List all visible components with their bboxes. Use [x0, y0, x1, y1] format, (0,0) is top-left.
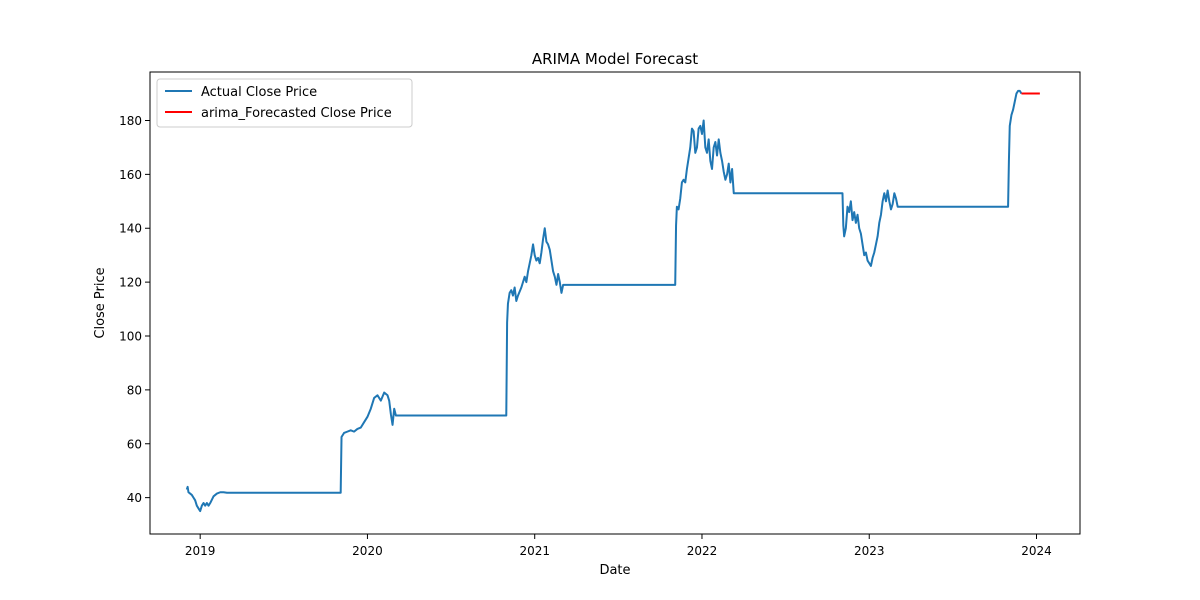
y-tick-label: 140 [119, 222, 142, 236]
plot-area-frame [149, 71, 1081, 535]
y-tick-label: 100 [119, 330, 142, 344]
x-tick-label: 2023 [854, 544, 885, 558]
y-tick-label: 80 [127, 383, 142, 397]
legend-frame [156, 78, 413, 128]
legend-label-forecast: arima_Forecasted Close Price [201, 106, 392, 121]
x-tick-label: 2020 [352, 544, 383, 558]
x-tick-label: 2024 [1021, 544, 1052, 558]
x-axis-title: Date [599, 563, 630, 578]
x-tick-label: 2021 [519, 544, 550, 558]
y-tick-label: 180 [119, 114, 142, 128]
x-tick-label: 2022 [687, 544, 718, 558]
y-tick-label: 60 [127, 437, 142, 451]
x-axis: 2019 2020 2021 2022 2023 2024 [185, 534, 1052, 558]
y-tick-label: 160 [119, 168, 142, 182]
chart-title: ARIMA Model Forecast [532, 50, 698, 68]
series-layer [185, 89, 1040, 513]
legend: Actual Close Price arima_Forecasted Clos… [156, 78, 413, 128]
y-tick-label: 120 [119, 276, 142, 290]
x-tick-label: 2019 [185, 544, 216, 558]
y-axis: 40 60 80 100 120 140 160 180 [119, 114, 150, 505]
actual-close-price-line [185, 89, 1023, 513]
y-tick-label: 40 [127, 491, 142, 505]
y-axis-title: Close Price [93, 267, 108, 338]
legend-label-actual: Actual Close Price [201, 85, 317, 100]
